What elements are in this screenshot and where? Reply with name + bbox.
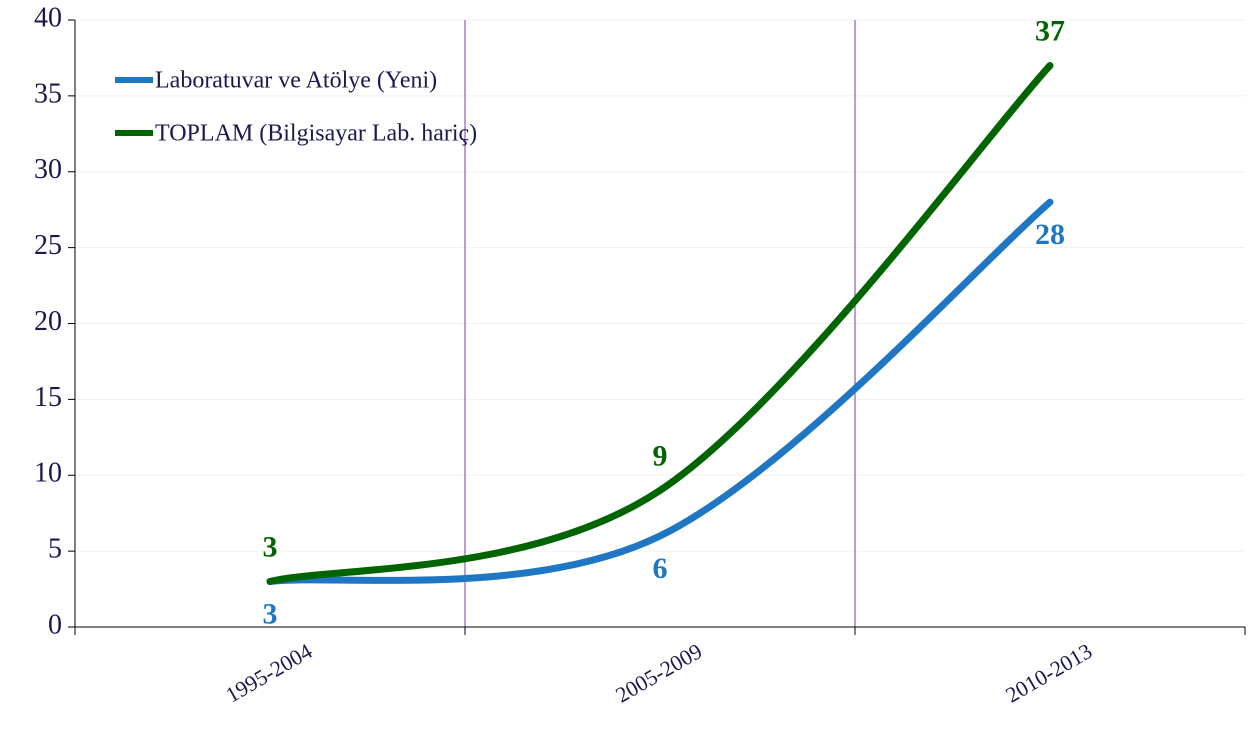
series-line bbox=[266, 62, 1054, 585]
y-tick-label: 5 bbox=[48, 534, 62, 565]
legend-label: Laboratuvar ve Atölye (Yeni) bbox=[155, 68, 437, 94]
data-label: 28 bbox=[1035, 218, 1065, 251]
x-tick-label: 2010-2013 bbox=[1001, 638, 1096, 707]
series-line bbox=[266, 198, 1054, 585]
y-tick-label: 20 bbox=[34, 306, 62, 337]
y-tick-label: 10 bbox=[34, 458, 62, 489]
legend-label: TOPLAM (Bilgisayar Lab. hariç) bbox=[155, 121, 477, 147]
y-tick-label: 0 bbox=[48, 609, 62, 640]
x-tick-label: 1995-2004 bbox=[221, 638, 316, 707]
y-tick-label: 15 bbox=[34, 382, 62, 413]
y-tick-label: 25 bbox=[34, 230, 62, 261]
y-tick-label: 40 bbox=[34, 2, 62, 33]
data-label: 6 bbox=[653, 552, 668, 585]
data-label: 3 bbox=[263, 597, 278, 630]
data-label: 9 bbox=[653, 439, 668, 472]
data-label: 3 bbox=[263, 530, 278, 563]
x-tick-label: 2005-2009 bbox=[611, 638, 706, 707]
data-label: 37 bbox=[1035, 14, 1065, 47]
y-tick-label: 35 bbox=[34, 78, 62, 109]
y-tick-label: 30 bbox=[34, 154, 62, 185]
